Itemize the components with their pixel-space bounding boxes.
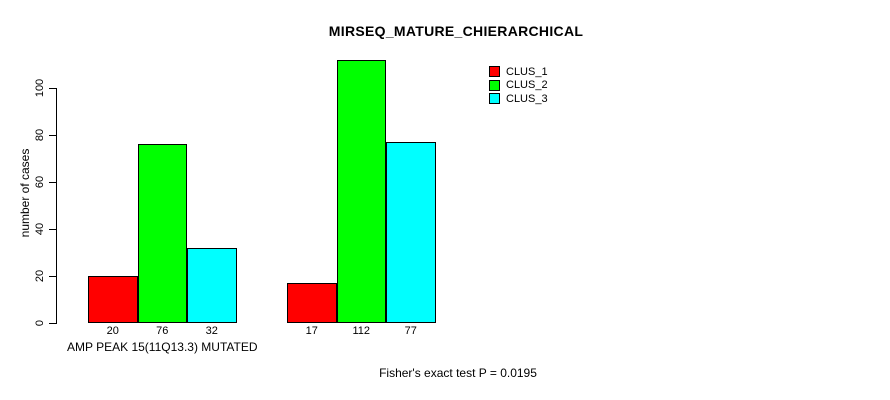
- y-axis-line: [56, 88, 57, 324]
- legend-swatch-clus_1: [489, 66, 500, 77]
- fisher-test-annotation: Fisher's exact test P = 0.0195: [379, 366, 537, 380]
- bar-value-label: 112: [352, 325, 371, 337]
- legend-label-clus_2: CLUS_2: [506, 79, 548, 91]
- y-axis-tick-label: 60: [34, 175, 46, 189]
- legend-swatch-clus_3: [489, 93, 500, 104]
- chart-title: MIRSEQ_MATURE_CHIERARCHICAL: [328, 23, 584, 39]
- y-axis-tick: [49, 275, 56, 277]
- y-axis-tick: [49, 87, 56, 89]
- bar-clus_3: [187, 247, 237, 323]
- bar-value-label: 76: [156, 325, 169, 337]
- y-axis-tick-label: 80: [34, 128, 46, 142]
- bar-clus_2: [336, 59, 386, 323]
- bar-value-label: 77: [404, 325, 417, 337]
- y-axis-tick: [49, 181, 56, 183]
- y-axis-tick-label: 0: [34, 319, 46, 327]
- y-axis-tick: [49, 228, 56, 230]
- y-axis-tick-label: 40: [34, 222, 46, 236]
- bar-clus_1: [88, 276, 138, 323]
- y-axis-tick-label: 20: [34, 269, 46, 283]
- bar-clus_2: [137, 144, 187, 323]
- bar-clus_3: [386, 142, 436, 323]
- legend-swatch-clus_2: [489, 79, 500, 91]
- bar-value-label: 17: [305, 325, 318, 337]
- bar-clus_1: [287, 283, 337, 323]
- y-axis-tick: [49, 134, 56, 136]
- bar-value-label: 20: [106, 325, 119, 337]
- x-category-label: AMP PEAK 15(11Q13.3) MUTATED: [66, 340, 258, 354]
- y-axis-tick: [49, 322, 56, 324]
- bar-value-label: 32: [205, 325, 218, 337]
- legend-label-clus_1: CLUS_1: [506, 65, 548, 78]
- y-axis-tick-label: 100: [34, 78, 46, 98]
- legend-label-clus_3: CLUS_3: [506, 92, 548, 105]
